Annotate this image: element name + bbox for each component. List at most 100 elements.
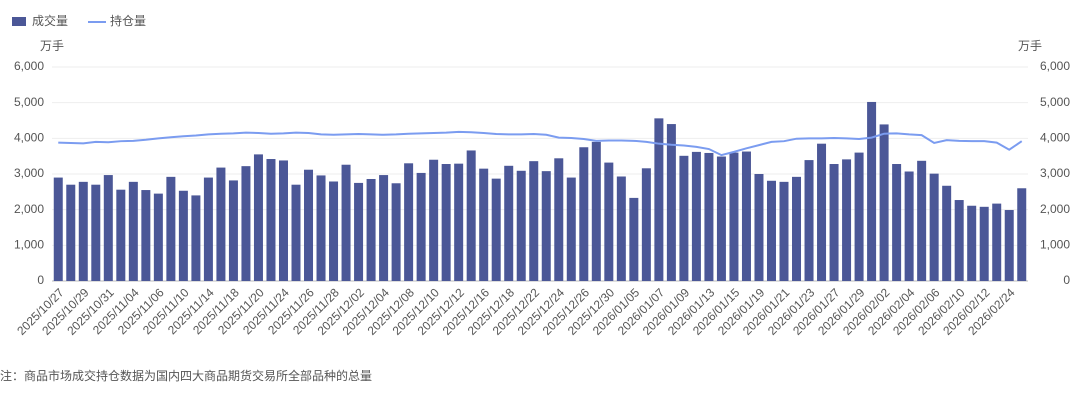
bar xyxy=(979,206,989,281)
bar xyxy=(91,184,101,281)
bar xyxy=(316,175,326,281)
bar xyxy=(929,173,939,281)
bar xyxy=(1017,188,1027,281)
bar xyxy=(854,152,864,281)
bar xyxy=(879,124,889,281)
bar xyxy=(691,151,701,281)
bar xyxy=(429,159,439,281)
bar xyxy=(529,161,539,281)
y-unit: 万手 xyxy=(40,39,64,53)
bar xyxy=(278,160,288,281)
bar xyxy=(178,190,188,281)
bar xyxy=(153,193,163,281)
bar xyxy=(128,181,138,281)
bar xyxy=(341,164,351,281)
bar xyxy=(66,184,76,281)
y-tick-label: 0 xyxy=(37,273,44,287)
bar xyxy=(466,150,476,281)
bar xyxy=(942,185,952,281)
bar xyxy=(904,171,914,281)
bar xyxy=(291,184,301,281)
bar xyxy=(166,176,176,281)
bar xyxy=(391,183,401,281)
bar xyxy=(804,160,814,281)
bar xyxy=(404,163,414,281)
y-tick-label: 4,000 xyxy=(14,131,44,145)
y2-unit: 万手 xyxy=(1018,39,1042,53)
bar xyxy=(679,155,689,281)
bar xyxy=(779,181,789,281)
y2-tick-label: 1,000 xyxy=(1040,238,1070,252)
legend-label: 成交量 xyxy=(32,13,68,28)
bar xyxy=(666,124,676,281)
legend-icon xyxy=(12,17,26,26)
bar xyxy=(591,141,601,281)
bar xyxy=(78,181,88,281)
bar xyxy=(554,158,564,281)
bar xyxy=(654,118,664,281)
y-tick-label: 2,000 xyxy=(14,202,44,216)
bar xyxy=(228,180,238,281)
bar xyxy=(329,181,339,281)
bar xyxy=(241,166,251,281)
bar xyxy=(304,169,314,281)
bar xyxy=(53,177,63,281)
bar xyxy=(191,195,201,281)
bar xyxy=(379,175,389,281)
y2-tick-label: 0 xyxy=(1063,273,1070,287)
bar xyxy=(504,165,514,281)
bar xyxy=(616,176,626,281)
bar xyxy=(266,159,276,281)
bar xyxy=(829,164,839,281)
y-tick-label: 6,000 xyxy=(14,59,44,73)
bar xyxy=(566,177,576,281)
bar xyxy=(766,180,776,281)
bar xyxy=(253,154,263,281)
bar xyxy=(479,168,489,281)
bar xyxy=(116,189,126,281)
bar xyxy=(541,171,551,281)
bar xyxy=(792,176,802,281)
note: 注：商品市场成交持仓数据为国内四大商品期货交易所全部品种的总量 xyxy=(0,368,372,383)
bar xyxy=(892,164,902,281)
line xyxy=(58,130,1023,157)
bar xyxy=(203,177,213,281)
bar xyxy=(604,162,614,281)
bar xyxy=(1004,210,1014,281)
y2-tick-label: 4,000 xyxy=(1040,131,1070,145)
bar xyxy=(216,167,226,281)
bar xyxy=(917,160,927,281)
bar xyxy=(641,168,651,281)
bar xyxy=(354,182,364,281)
y2-tick-label: 2,000 xyxy=(1040,202,1070,216)
bar xyxy=(817,143,827,281)
bar xyxy=(629,197,639,281)
y-tick-label: 1,000 xyxy=(14,238,44,252)
bar xyxy=(967,205,977,281)
bar xyxy=(416,172,426,281)
y-tick-label: 3,000 xyxy=(14,166,44,180)
bar xyxy=(491,178,501,281)
y2-tick-label: 6,000 xyxy=(1040,59,1070,73)
bar xyxy=(716,156,726,281)
bar xyxy=(867,101,877,281)
bar xyxy=(103,175,113,281)
bar xyxy=(954,200,964,281)
bar xyxy=(366,178,376,281)
y2-tick-label: 3,000 xyxy=(1040,166,1070,180)
bar xyxy=(741,151,751,281)
bar xyxy=(579,147,589,281)
bar xyxy=(992,203,1002,281)
y-tick-label: 5,000 xyxy=(14,95,44,109)
legend-label: 持仓量 xyxy=(110,13,146,28)
bar xyxy=(141,190,151,281)
bar xyxy=(454,163,464,281)
bar xyxy=(842,159,852,281)
y2-tick-label: 5,000 xyxy=(1040,95,1070,109)
bar xyxy=(441,164,451,281)
bar xyxy=(729,152,739,281)
bar xyxy=(704,152,714,281)
bar xyxy=(516,170,526,281)
bar xyxy=(754,174,764,281)
